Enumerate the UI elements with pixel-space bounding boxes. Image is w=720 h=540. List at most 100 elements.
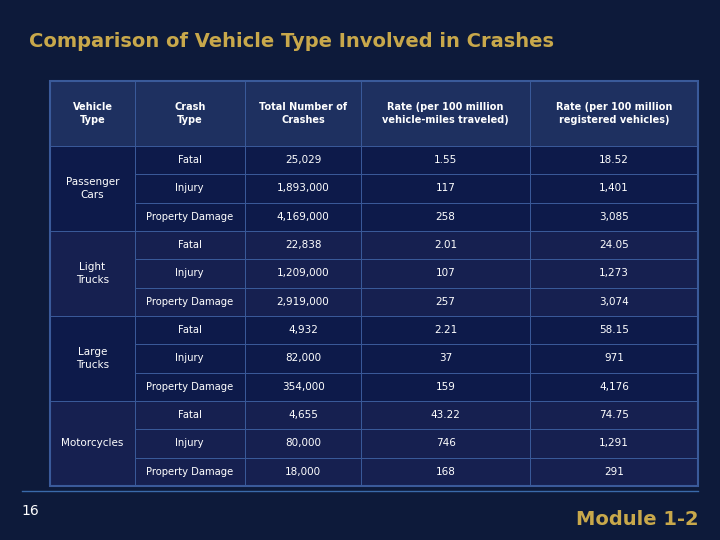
Bar	[135, 373, 245, 401]
Bar	[361, 231, 530, 259]
Bar	[361, 458, 530, 486]
Text: Total Number of
Crashes: Total Number of Crashes	[259, 102, 347, 125]
Text: 16: 16	[22, 504, 40, 518]
Text: Light
Trucks: Light Trucks	[76, 262, 109, 285]
Text: Property Damage: Property Damage	[146, 212, 233, 222]
Text: Fatal: Fatal	[178, 325, 202, 335]
Text: 82,000: 82,000	[285, 353, 321, 363]
Text: 22,838: 22,838	[285, 240, 321, 250]
Text: 1,209,000: 1,209,000	[276, 268, 330, 279]
Bar	[530, 458, 698, 486]
Text: Fatal: Fatal	[178, 240, 202, 250]
Bar	[135, 146, 245, 174]
Bar	[50, 231, 135, 316]
Bar	[361, 146, 530, 174]
Text: 1,401: 1,401	[599, 183, 629, 193]
Text: Motorcycles: Motorcycles	[61, 438, 124, 449]
Text: 43.22: 43.22	[431, 410, 461, 420]
Text: Property Damage: Property Damage	[146, 296, 233, 307]
Bar	[530, 146, 698, 174]
Bar	[361, 429, 530, 458]
Bar	[50, 146, 135, 231]
Text: Injury: Injury	[176, 438, 204, 449]
Text: 3,085: 3,085	[599, 212, 629, 222]
Bar	[361, 81, 530, 146]
Bar	[135, 287, 245, 316]
Text: Rate (per 100 million
registered vehicles): Rate (per 100 million registered vehicle…	[556, 102, 672, 125]
Bar	[135, 259, 245, 287]
Bar	[361, 401, 530, 429]
Bar	[530, 401, 698, 429]
Bar	[245, 81, 361, 146]
Text: Injury: Injury	[176, 183, 204, 193]
Bar	[530, 231, 698, 259]
Bar	[245, 259, 361, 287]
Text: 25,029: 25,029	[285, 155, 321, 165]
Bar	[245, 429, 361, 458]
Text: 80,000: 80,000	[285, 438, 321, 449]
Bar	[245, 146, 361, 174]
Bar	[135, 81, 245, 146]
Text: 107: 107	[436, 268, 456, 279]
Text: 4,932: 4,932	[288, 325, 318, 335]
Bar	[50, 401, 135, 486]
Text: Property Damage: Property Damage	[146, 467, 233, 477]
Text: 4,176: 4,176	[599, 382, 629, 392]
Text: Injury: Injury	[176, 268, 204, 279]
Text: 117: 117	[436, 183, 456, 193]
Bar	[135, 429, 245, 458]
Bar	[245, 316, 361, 345]
Text: 1,893,000: 1,893,000	[276, 183, 330, 193]
Text: 2.01: 2.01	[434, 240, 457, 250]
Bar	[50, 81, 698, 486]
Text: 4,169,000: 4,169,000	[276, 212, 330, 222]
Text: 2,919,000: 2,919,000	[276, 296, 330, 307]
Bar	[135, 174, 245, 202]
Text: 971: 971	[604, 353, 624, 363]
Bar	[135, 316, 245, 345]
Text: 291: 291	[604, 467, 624, 477]
Text: Property Damage: Property Damage	[146, 382, 233, 392]
Bar	[135, 202, 245, 231]
Text: Rate (per 100 million
vehicle-miles traveled): Rate (per 100 million vehicle-miles trav…	[382, 102, 509, 125]
Bar	[245, 373, 361, 401]
Bar	[530, 259, 698, 287]
Bar	[530, 81, 698, 146]
Text: 37: 37	[439, 353, 452, 363]
Text: 746: 746	[436, 438, 456, 449]
Text: 258: 258	[436, 212, 456, 222]
Text: 159: 159	[436, 382, 456, 392]
Bar	[50, 81, 135, 146]
Bar	[361, 174, 530, 202]
Text: 18.52: 18.52	[599, 155, 629, 165]
Bar	[530, 373, 698, 401]
Text: 3,074: 3,074	[599, 296, 629, 307]
Bar	[530, 202, 698, 231]
Bar	[530, 174, 698, 202]
Bar	[361, 287, 530, 316]
Text: Injury: Injury	[176, 353, 204, 363]
Bar	[530, 429, 698, 458]
Bar	[361, 259, 530, 287]
Text: 1,273: 1,273	[599, 268, 629, 279]
Text: Fatal: Fatal	[178, 155, 202, 165]
Bar	[135, 458, 245, 486]
Text: 58.15: 58.15	[599, 325, 629, 335]
Bar	[135, 401, 245, 429]
Bar	[530, 316, 698, 345]
Text: 18,000: 18,000	[285, 467, 321, 477]
Bar	[245, 458, 361, 486]
Text: Crash
Type: Crash Type	[174, 102, 205, 125]
Bar	[50, 316, 135, 401]
Text: Passenger
Cars: Passenger Cars	[66, 177, 120, 199]
Text: Comparison of Vehicle Type Involved in Crashes: Comparison of Vehicle Type Involved in C…	[29, 32, 554, 51]
Text: 1.55: 1.55	[434, 155, 457, 165]
Bar	[361, 345, 530, 373]
Bar	[530, 287, 698, 316]
Bar	[530, 345, 698, 373]
Text: 168: 168	[436, 467, 456, 477]
Text: Large
Trucks: Large Trucks	[76, 347, 109, 369]
Text: Vehicle
Type: Vehicle Type	[73, 102, 112, 125]
Text: 4,655: 4,655	[288, 410, 318, 420]
Text: Fatal: Fatal	[178, 410, 202, 420]
